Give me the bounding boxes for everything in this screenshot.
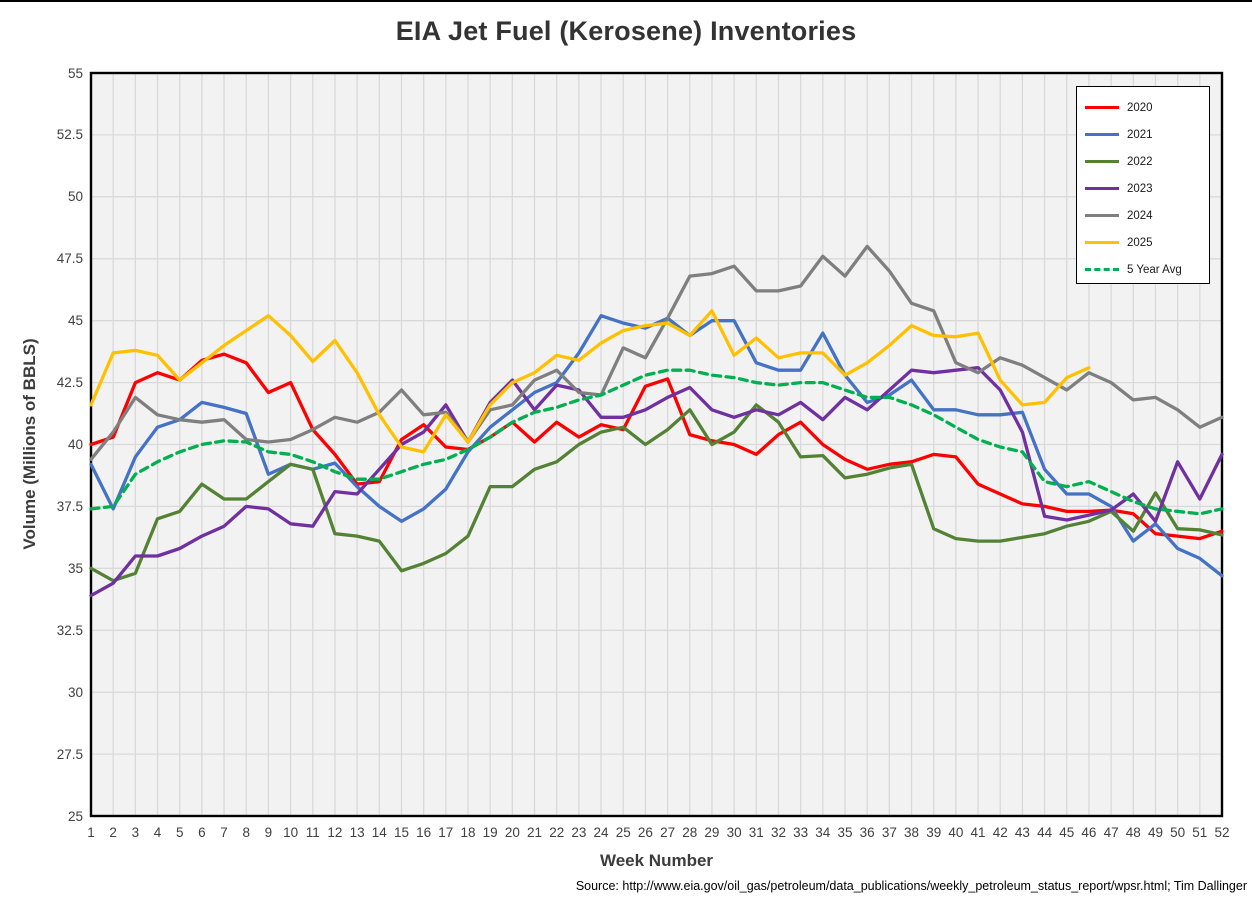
x-tick-label: 45	[1059, 825, 1075, 840]
legend-item-2024: 2024	[1077, 202, 1209, 229]
legend-label: 2024	[1127, 209, 1153, 222]
x-tick-label: 43	[1014, 825, 1030, 840]
x-tick-label: 46	[1081, 825, 1097, 840]
x-tick-label: 49	[1147, 825, 1163, 840]
y-tick-label: 42.5	[56, 375, 83, 391]
legend-item-2025: 2025	[1077, 229, 1209, 256]
y-tick-label: 37.5	[56, 498, 83, 514]
x-tick-label: 35	[837, 825, 853, 840]
y-tick-label: 35	[67, 560, 83, 576]
x-tick-label: 50	[1170, 825, 1186, 840]
legend-label: 2021	[1127, 128, 1153, 141]
x-tick-label: 39	[926, 825, 942, 840]
source-attribution: Source: http://www.eia.gov/oil_gas/petro…	[575, 879, 1247, 893]
legend-item-2023: 2023	[1077, 175, 1209, 202]
x-tick-label: 41	[970, 825, 986, 840]
y-tick-label: 47.5	[56, 251, 83, 267]
legend-label: 2025	[1127, 236, 1153, 249]
y-tick-label: 45	[67, 313, 83, 329]
legend-line-sample-2022	[1085, 159, 1119, 164]
x-tick-label: 36	[859, 825, 875, 840]
legend-line-sample-2020	[1085, 105, 1119, 110]
legend-item-2020: 2020	[1077, 94, 1209, 121]
x-tick-label: 23	[571, 825, 587, 840]
legend-item-2022: 2022	[1077, 148, 1209, 175]
legend-item-5-year-avg: 5 Year Avg	[1077, 256, 1209, 283]
legend-line-sample-2024	[1085, 213, 1119, 218]
x-tick-label: 51	[1192, 825, 1208, 840]
x-tick-label: 28	[682, 825, 698, 840]
legend-label: 5 Year Avg	[1127, 263, 1182, 276]
legend-label: 2023	[1127, 182, 1153, 195]
y-tick-label: 55	[67, 65, 83, 81]
x-tick-label: 15	[393, 825, 409, 840]
x-tick-label: 4	[153, 825, 162, 840]
legend-item-2021: 2021	[1077, 121, 1209, 148]
x-tick-label: 14	[371, 825, 387, 840]
legend-line-sample-5-year-avg	[1085, 268, 1119, 271]
x-tick-label: 21	[527, 825, 543, 840]
x-tick-label: 24	[593, 825, 609, 840]
x-tick-label: 8	[242, 825, 250, 840]
x-tick-label: 33	[793, 825, 809, 840]
x-tick-label: 37	[881, 825, 897, 840]
window-top-edge	[0, 0, 1252, 2]
x-tick-label: 17	[438, 825, 454, 840]
x-tick-label: 13	[349, 825, 365, 840]
x-tick-label: 18	[460, 825, 476, 840]
x-tick-label: 31	[748, 825, 764, 840]
legend-line-sample-2021	[1085, 132, 1119, 137]
y-tick-label: 52.5	[56, 127, 83, 143]
y-tick-label: 32.5	[56, 622, 83, 638]
legend-label: 2022	[1127, 155, 1153, 168]
chart-title: EIA Jet Fuel (Kerosene) Inventories	[395, 16, 857, 46]
x-tick-label: 34	[815, 825, 831, 840]
x-tick-label: 6	[198, 825, 206, 840]
y-tick-label: 27.5	[56, 746, 83, 762]
x-tick-label: 32	[770, 825, 786, 840]
x-tick-label: 1	[87, 825, 95, 840]
y-tick-label: 50	[67, 189, 83, 205]
legend-line-sample-2025	[1085, 240, 1119, 245]
y-axis-title: Volume (Millions of BBLS)	[20, 338, 39, 550]
x-tick-label: 48	[1125, 825, 1141, 840]
x-tick-label: 2	[109, 825, 117, 840]
legend: 2020 2021 2022 2023 2024 2025 5 Year Avg	[1076, 86, 1210, 284]
x-tick-label: 42	[992, 825, 1008, 840]
legend-line-sample-2023	[1085, 186, 1119, 191]
x-tick-label: 16	[416, 825, 432, 840]
y-tick-label: 30	[67, 684, 83, 700]
x-tick-label: 30	[726, 825, 742, 840]
x-tick-label: 20	[504, 825, 520, 840]
y-tick-label: 25	[67, 808, 83, 824]
legend-label: 2020	[1127, 101, 1153, 114]
x-tick-label: 26	[637, 825, 653, 840]
y-tick-label: 40	[67, 437, 83, 452]
x-tick-label: 7	[220, 825, 228, 840]
x-tick-label: 3	[131, 825, 140, 840]
x-tick-label: 22	[549, 825, 565, 840]
x-tick-label: 52	[1214, 825, 1230, 840]
x-tick-label: 29	[704, 825, 720, 840]
x-tick-label: 44	[1037, 825, 1053, 840]
x-tick-label: 5	[175, 825, 184, 840]
x-tick-label: 27	[660, 825, 676, 840]
x-tick-label: 47	[1103, 825, 1119, 840]
x-tick-label: 19	[482, 825, 498, 840]
x-tick-label: 25	[615, 825, 631, 840]
x-tick-label: 12	[327, 825, 343, 840]
x-tick-label: 40	[948, 825, 964, 840]
x-axis-title: Week Number	[599, 851, 714, 870]
x-tick-label: 10	[283, 825, 299, 840]
x-tick-label: 11	[305, 825, 320, 840]
x-tick-label: 9	[264, 825, 273, 840]
x-tick-label: 38	[904, 825, 920, 840]
